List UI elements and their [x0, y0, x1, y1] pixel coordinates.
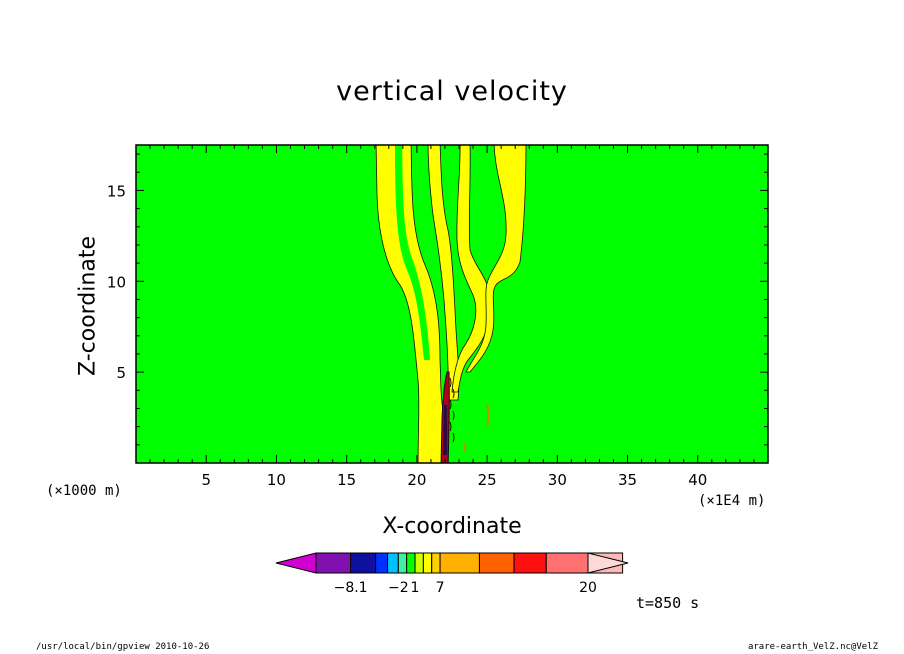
small-contour — [486, 403, 490, 427]
colorbar-tick-label: 20 — [579, 580, 597, 596]
x-axis-label: X-coordinate — [382, 514, 522, 539]
band-gap-left — [395, 145, 430, 360]
colorbar-segment — [478, 552, 515, 574]
x-tick-label: 30 — [548, 471, 567, 489]
y-tick-label: 5 — [116, 364, 126, 382]
colorbar-right-arrow — [587, 552, 629, 574]
x-tick-label: 10 — [267, 471, 286, 489]
field-features — [375, 145, 527, 463]
footer-right: arare-earth_VelZ.nc@VelZ — [747, 642, 878, 652]
x-tick-label: 40 — [688, 471, 707, 489]
y-axis-label: Z-coordinate — [75, 236, 101, 376]
core-contour — [452, 388, 455, 399]
colorbar-segment — [387, 552, 399, 574]
colorbar-segment — [431, 552, 441, 574]
colorbar-tick-label: 7 — [436, 580, 445, 596]
colorbar-segment — [422, 552, 433, 574]
core-downdraft — [442, 405, 447, 455]
core-contour — [452, 410, 455, 421]
colorbar-segment — [397, 552, 408, 574]
colorbar-segment — [439, 552, 480, 574]
x-tick-label: 20 — [407, 471, 426, 489]
core-contour — [449, 399, 452, 410]
x-axis-unit-right: (×1E4 m) — [698, 493, 766, 509]
x-tick-label: 25 — [478, 471, 497, 489]
colorbar-segment — [545, 552, 589, 574]
x-tick-label: 5 — [201, 471, 211, 489]
colorbar-segment — [350, 552, 377, 574]
y-tick-label: 10 — [107, 273, 126, 291]
core-contour — [449, 421, 452, 432]
x-tick-label: 35 — [618, 471, 637, 489]
colorbar-left-arrow — [275, 552, 317, 574]
core-contour — [449, 377, 452, 388]
colorbar-segment — [315, 552, 352, 574]
y-tick-label: 15 — [107, 182, 126, 200]
axes: 5 10 15 20 25 30 35 40 5 10 15 — [107, 144, 769, 489]
footer-left: /usr/local/bin/gpview 2010-10-26 — [36, 642, 210, 652]
colorbar-segment — [375, 552, 389, 574]
colorbar-tick-label: −2 — [388, 580, 409, 596]
x-axis-unit-left: (×1000 m) — [46, 483, 122, 499]
plot-area — [136, 145, 768, 463]
updraft-band-right-inner — [451, 145, 491, 393]
colorbar-tick-label: −8.1 — [334, 580, 368, 596]
core-contour — [452, 432, 455, 443]
updraft-band-middle — [427, 145, 460, 401]
plot-frame — [135, 144, 769, 464]
colorbar: −8.1 −2 1 7 20 — [275, 552, 629, 596]
chart-title: vertical velocity — [336, 76, 568, 107]
x-tick-label: 15 — [337, 471, 356, 489]
colorbar-segment — [414, 552, 424, 574]
updraft-band-right-outer — [465, 145, 527, 373]
colorbar-segment — [513, 552, 547, 574]
time-annotation: t=850 s — [636, 594, 700, 612]
colorbar-tick-label: 1 — [411, 580, 420, 596]
colorbar-segment — [406, 552, 416, 574]
